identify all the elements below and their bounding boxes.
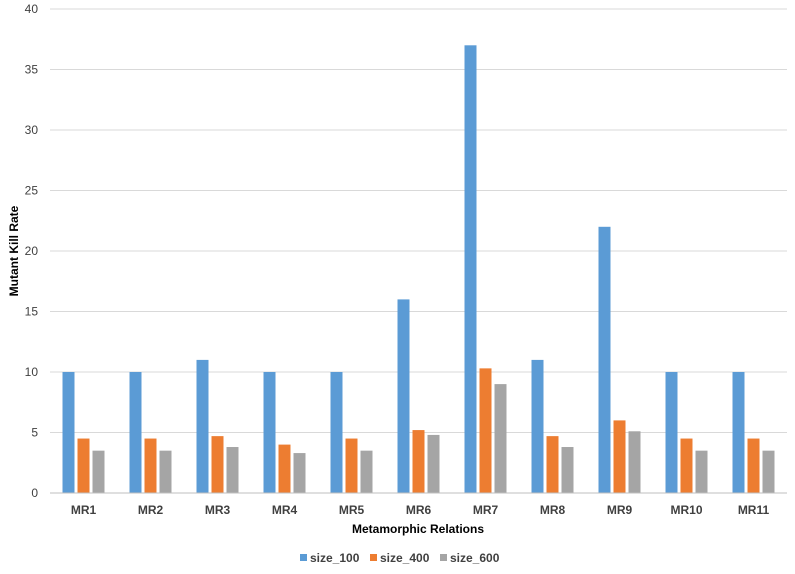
legend: size_100 size_400 size_600 [300,551,500,565]
legend-label: size_600 [450,551,500,565]
bar-size-400-mr5 [345,438,358,493]
bar-size-100-mr1 [62,372,75,493]
legend-item: size_100 [300,551,360,565]
x-tick-label: MR9 [607,503,633,517]
bar-size-400-mr3 [211,436,224,493]
y-tick-label: 30 [25,123,39,137]
y-tick-label: 0 [31,486,38,500]
bar-size-600-mr1 [92,450,105,493]
legend-item: size_600 [440,551,500,565]
y-tick-label: 10 [25,365,39,379]
bar-size-600-mr6 [427,434,440,493]
bar-size-600-mr10 [695,450,708,493]
bar-size-600-mr2 [159,450,172,493]
x-axis-ticks: MR1 MR2 MR3 MR4 MR5 MR6 MR7 MR8 MR9 MR10 MR11 [71,503,770,517]
bar-size-400-mr4 [278,444,291,493]
bar-size-100-mr7 [464,45,477,494]
bar-size-100-mr5 [330,372,343,493]
bar-size-100-mr6 [397,299,410,493]
y-axis-ticks: 0 5 10 15 20 25 30 35 40 [25,2,39,500]
x-tick-label: MR6 [406,503,432,517]
bar-size-400-mr1 [77,438,90,493]
y-tick-label: 35 [25,63,39,77]
y-axis-title: Mutant Kill Rate [7,205,21,296]
legend-swatch [370,554,377,561]
legend-swatch [440,554,447,561]
x-tick-label: MR11 [738,503,770,517]
gridlines [50,8,787,433]
x-tick-label: MR7 [473,503,499,517]
bar-size-600-mr3 [226,447,239,493]
legend-label: size_100 [310,551,360,565]
y-tick-label: 5 [31,426,38,440]
bar-size-100-mr10 [665,372,678,493]
bar-size-400-mr7 [479,368,492,493]
x-tick-label: MR4 [272,503,298,517]
y-tick-label: 40 [25,2,39,16]
bar-size-400-mr8 [546,436,559,493]
bar-size-400-mr11 [747,438,760,493]
y-tick-label: 15 [25,305,39,319]
legend-item: size_400 [370,551,430,565]
bar-size-600-mr11 [762,450,775,493]
bar-size-100-mr11 [732,372,745,493]
bar-size-600-mr7 [494,384,507,493]
bar-size-600-mr5 [360,450,373,493]
x-tick-label: MR5 [339,503,365,517]
bar-size-600-mr9 [628,431,641,493]
x-tick-label: MR2 [138,503,164,517]
bar-size-600-mr4 [293,453,306,493]
legend-swatch [300,554,307,561]
x-tick-label: MR10 [670,503,702,517]
bar-size-100-mr9 [598,226,611,494]
y-tick-label: 25 [25,184,39,198]
bar-size-600-mr8 [561,447,574,493]
bar-size-400-mr10 [680,438,693,493]
bar-size-100-mr8 [531,359,544,493]
bar-size-400-mr2 [144,438,157,493]
x-tick-label: MR3 [205,503,231,517]
bar-size-400-mr6 [412,430,425,493]
bar-size-100-mr4 [263,372,276,493]
x-tick-label: MR8 [540,503,566,517]
bar-size-400-mr9 [613,420,626,493]
bars [62,45,775,494]
y-tick-label: 20 [25,244,39,258]
bar-size-100-mr3 [196,359,209,493]
bar-size-100-mr2 [129,372,142,493]
legend-label: size_400 [380,551,430,565]
x-tick-label: MR1 [71,503,97,517]
x-axis-title: Metamorphic Relations [352,522,484,536]
